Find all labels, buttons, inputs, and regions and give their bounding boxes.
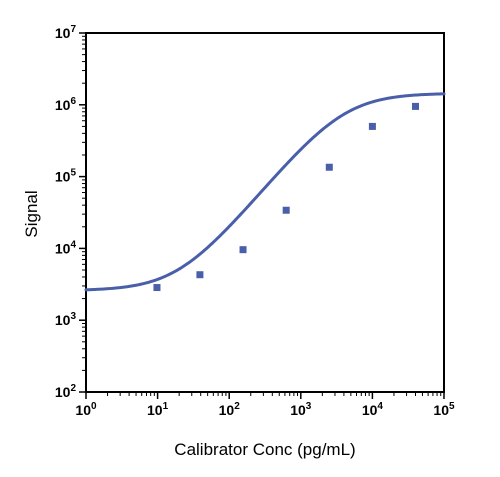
x-tick-label: 100 xyxy=(75,401,97,418)
y-tick-label: 107 xyxy=(55,24,77,41)
y-tick-label: 102 xyxy=(55,383,77,400)
marker-layer xyxy=(153,102,420,292)
tick-layer: 100 101 102 103 104 105 102 103 104 105 106 107 xyxy=(55,24,455,418)
x-tick-label: 105 xyxy=(433,401,455,418)
y-tick-label: 104 xyxy=(55,239,77,256)
y-tick-label: 105 xyxy=(55,168,77,185)
x-tick-label: 102 xyxy=(219,401,241,418)
y-tick-label: 103 xyxy=(55,311,77,328)
x-tick-label: 101 xyxy=(147,401,169,418)
x-tick-label: 104 xyxy=(362,401,384,418)
data-point-marker xyxy=(368,122,376,130)
curve-layer xyxy=(84,92,446,292)
plot-layer xyxy=(85,32,445,393)
data-point-marker xyxy=(412,102,420,110)
plot-frame xyxy=(85,32,445,393)
data-point-marker xyxy=(282,206,290,214)
x-axis-title: Calibrator Conc (pg/mL) xyxy=(174,440,355,459)
x-tick-label: 103 xyxy=(290,401,312,418)
data-point-marker xyxy=(239,246,247,254)
fit-curve xyxy=(84,92,446,292)
data-point-marker xyxy=(325,163,333,171)
y-axis-title: Signal xyxy=(22,190,41,237)
data-point-marker xyxy=(196,271,204,279)
y-tick-label: 106 xyxy=(55,96,77,113)
data-point-marker xyxy=(153,284,161,292)
